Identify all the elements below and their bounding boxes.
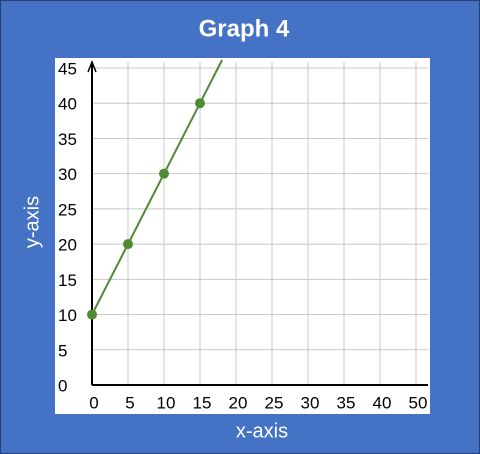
x-tick-label: 20: [229, 393, 248, 412]
plot-area: [55, 58, 430, 414]
x-axis-label: x-axis: [236, 420, 288, 442]
y-tick-label: 40: [58, 95, 77, 114]
y-tick-label: 5: [58, 341, 67, 360]
axis-arrow: [87, 59, 97, 73]
point: [87, 309, 97, 320]
x-tick-label: 0: [89, 393, 98, 412]
chart-title: Graph 4: [199, 15, 290, 42]
y-tick-label: 20: [58, 236, 77, 255]
point: [123, 239, 133, 250]
line-extension: [199, 59, 223, 104]
x-tick-label: 30: [301, 393, 320, 412]
y-tick-label: 45: [58, 59, 77, 78]
x-tick-label: 15: [193, 393, 212, 412]
x-tick-label: 10: [157, 393, 176, 412]
y-tick-label: 25: [58, 200, 77, 219]
point: [195, 98, 205, 109]
x-tick-label: 40: [373, 393, 392, 412]
y-tick-label: 0: [58, 376, 67, 395]
x-tick-label: 35: [337, 393, 356, 412]
x-tick-label: 25: [265, 393, 284, 412]
x-tick-label: 5: [125, 393, 134, 412]
x-tick-label: 50: [409, 393, 428, 412]
y-tick-label: 10: [58, 306, 77, 325]
y-axis-label: y-axis: [21, 196, 43, 248]
y-tick-label: 15: [58, 271, 77, 290]
y-tick-label: 30: [58, 165, 77, 184]
line: [91, 102, 201, 316]
y-tick-label: 35: [58, 130, 77, 149]
point: [159, 168, 169, 179]
